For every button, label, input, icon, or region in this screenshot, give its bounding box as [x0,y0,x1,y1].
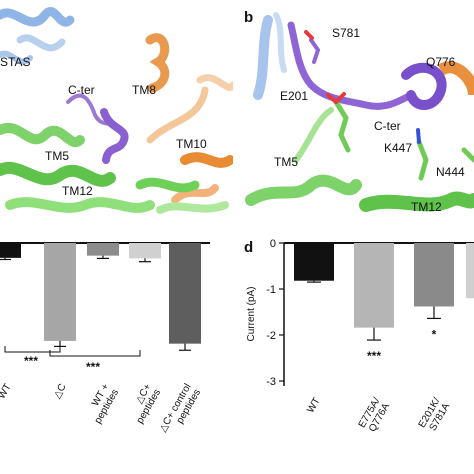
sig-label-d-1: *** [367,349,381,363]
bar-c-3 [129,243,161,259]
bar-c-4 [169,243,201,344]
sig-label-c-1: *** [24,354,38,368]
label-c-ter: C-ter [68,83,95,97]
label-tm5-b: TM5 [274,155,298,169]
tm5-tm12-helices [0,123,229,214]
x-tick-label-c-0: WT [0,382,14,401]
y-tick-label-d-3: -3 [266,376,276,388]
y-tick-label-d-0: 0 [270,238,276,250]
bar-d-3 [466,243,474,299]
chart-d-svg: d Current (pA) 0-1-2-3 **** WT E775A/Q776… [244,238,474,436]
structure-image-b: b S781 Q776 E201 C- [236,0,474,215]
structure-image-a: STAS C-ter TM8 TM5 TM10 TM12 [0,0,233,215]
sig-label-c-2: *** [86,360,100,374]
panel-b-structure: b S781 Q776 E201 C- [236,0,474,215]
side-chains-b [304,30,474,181]
panel-letter-b: b [244,9,253,26]
y-tick-label-d-2: -2 [266,330,276,342]
label-tm12-b: TM12 [411,200,442,214]
y-axis-label-d: Current (pA) [246,286,257,341]
sig-label-d-2: * [432,327,437,341]
label-tm5: TM5 [45,149,69,163]
label-s781: S781 [332,26,360,40]
tm-helices-b [245,107,474,212]
x-tick-label-d-1: E775A/Q776A [357,396,393,436]
bars-c [0,243,201,351]
stas-domain [0,7,75,65]
bar-c-1 [44,243,76,341]
chart-c-svg: *** *** WT △C WT +peptides △C+peptides△C+ c… [0,242,210,439]
panel-c-chart: *** *** WT △C WT +peptides △C+peptides △C+ c… [0,228,233,474]
sig-bracket-c-1 [4,346,61,353]
y-tick-label-d-1: -1 [266,284,276,296]
label-tm10: TM10 [176,137,207,151]
bar-c-2 [87,243,119,256]
bar-d-0 [294,243,334,281]
x-tick-label-c-4: △C+ controlpeptides [157,382,203,439]
label-c-ter-b: C-ter [374,119,401,133]
significance-c: *** *** [4,346,141,374]
label-n444: N444 [436,165,465,179]
label-k447: K447 [384,141,412,155]
panel-d-chart: d Current (pA) 0 -1 -2 -3 *** * WT E775A/Q776… [236,228,474,474]
bar-c-0 [0,243,21,258]
c-terminus [66,93,129,164]
panel-letter-d: d [244,239,253,256]
sig-bracket-c-2 [49,350,141,357]
stas-domain-b [253,12,287,100]
x-tick-label-c-2: WT +peptides [83,382,121,426]
label-stas: STAS [0,55,30,69]
label-e201: E201 [280,89,308,103]
x-tick-label-c-1: △C [52,382,69,400]
label-q776: Q776 [426,55,456,69]
x-tick-label-c-3: △C+peptides [125,382,163,426]
bars-d [294,243,474,341]
x-labels-c: WT △C WT +peptides △C+peptides△C+ controlpe… [0,382,203,439]
label-tm8: TM8 [132,83,156,97]
x-tick-label-d-0: WT [305,396,322,415]
significance-d: **** [367,327,437,363]
orange-helix-b [437,61,474,96]
x-tick-label-d-2: E201K/S781A [417,396,453,436]
y-ticks-d: 0 -1 -2 -3 [266,238,284,388]
label-tm12: TM12 [62,184,93,198]
bar-d-2 [414,243,454,307]
panel-a-structure: STAS C-ter TM8 TM5 TM10 TM12 [0,0,233,215]
tm8-tm10-helices [145,33,233,204]
bar-d-1 [354,243,394,328]
